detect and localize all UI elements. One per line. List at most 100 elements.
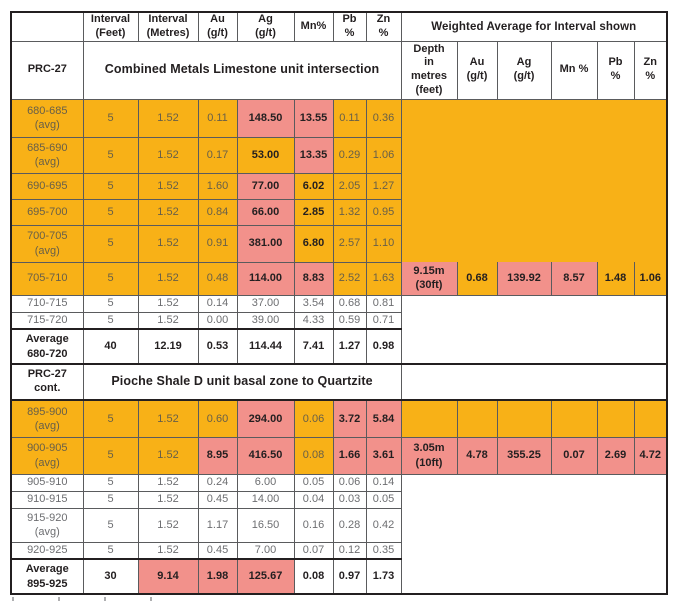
clipped-footnote-fragment [12,597,162,601]
section1-title: Combined Metals Limestone unit intersect… [82,40,402,100]
row-680-685: 680-685 (avg) 5 1.52 0.11 148.50 13.55 0.11 0.3… [10,98,668,262]
wa-header-mn: Mn % [550,40,598,100]
hole-id-prc27-cont: PRC-27 cont. [10,363,84,401]
row-905-910-cell-1: 5 [82,473,139,492]
col-header-interval-feet: Interval (Feet) [82,11,139,42]
row-920-925: 920-925 5 1.52 0.45 7.00 0.07 0.12 0.35 [10,541,667,560]
row-705-710-cell-9: 0.68 [456,262,498,296]
row-average-895-925-cell-0: Average 895-925 [10,558,84,595]
row-700-705: 700-705 (avg) 5 1.52 0.91 381.00 6.80 2.57 1.10 [10,224,667,263]
row-715-720-cell-1: 5 [82,311,139,330]
row-910-915-cell-5: 0.04 [293,490,334,509]
row-710-715-cell-1: 5 [82,294,139,313]
section2-header-row: PRC-27 cont. Pioche Shale D unit basal zo… [10,363,668,401]
row-average-680-720-cell-6: 1.27 [332,328,367,365]
row-710-715-cell-2: 1.52 [137,294,199,313]
row-710-715-cell-7: 0.81 [365,294,402,313]
row-895-900-cell-13 [633,399,668,438]
row-690-695-cell-5: 6.02 [293,172,334,200]
row-920-925-cell-6: 0.12 [332,541,367,560]
row-695-700-cell-4: 66.00 [236,198,295,226]
row-average-895-925-cell-6: 0.97 [332,558,367,595]
row-average-680-720: Average 680-720 40 12.19 0.53 114.44 7.41 1.27… [10,328,667,365]
row-700-705-cell-4: 381.00 [236,224,295,263]
wa-header-ag: Ag (g/t) [496,40,552,100]
row-average-680-720-cell-1: 40 [82,328,139,365]
row-690-695-cell-3: 1.60 [197,172,238,200]
row-900-905-cell-9: 4.78 [456,436,498,475]
row-915-920-cell-3: 1.17 [197,507,238,543]
row-895-900-cell-12 [596,399,635,438]
row-680-685-cell-2: 1.52 [137,98,199,138]
row-900-905-cell-0: 900-905 (avg) [10,436,84,475]
row-average-680-720-cell-7: 0.98 [365,328,402,365]
row-715-720: 715-720 5 1.52 0.00 39.00 4.33 0.59 0.71 [10,311,667,330]
row-average-895-925-cell-3: 1.98 [197,558,238,595]
row-average-680-720-cell-3: 0.53 [197,328,238,365]
row-680-685-cell-3: 0.11 [197,98,238,138]
col-header-pb: Pb % [332,11,367,42]
row-705-710-cell-6: 2.52 [332,261,367,296]
row-710-715-cell-4: 37.00 [236,294,295,313]
row-710-715-cell-5: 3.54 [293,294,334,313]
row-905-910-cell-7: 0.14 [365,473,402,492]
row-690-695-cell-2: 1.52 [137,172,199,200]
row-905-910-cell-4: 6.00 [236,473,295,492]
row-895-900-cell-2: 1.52 [137,399,199,438]
row-average-895-925-cell-5: 0.08 [293,558,334,595]
wa-header-zn: Zn % [633,40,668,100]
wa-header-depth: Depth in metres (feet) [400,40,458,100]
section2-title: Pioche Shale D unit basal zone to Quartz… [82,363,402,401]
row-910-915-cell-6: 0.03 [332,490,367,509]
row-920-925-cell-1: 5 [82,541,139,560]
row-710-715: 710-715 5 1.52 0.14 37.00 3.54 0.68 0.81 [10,294,668,365]
col-header-zn: Zn % [365,11,402,42]
row-895-900-cell-0: 895-900 (avg) [10,399,84,438]
row-915-920: 915-920 (avg) 5 1.52 1.17 16.50 0.16 0.28 0.42 [10,507,667,543]
row-685-690-cell-5: 13.35 [293,136,334,174]
row-895-900-cell-3: 0.60 [197,399,238,438]
row-895-900-cell-7: 5.84 [365,399,402,438]
row-680-685-cell-5: 13.55 [293,98,334,138]
row-920-925-cell-7: 0.35 [365,541,402,560]
row-705-710-cell-5: 8.83 [293,261,334,296]
row-695-700-cell-3: 0.84 [197,198,238,226]
row-895-900-cell-8 [400,399,458,438]
row-705-710-cell-7: 1.63 [365,261,402,296]
row-900-905-cell-11: 0.07 [550,436,598,475]
col-header-mn: Mn% [293,11,334,42]
col-header-ag: Ag (g/t) [236,11,295,42]
hole-id-prc27: PRC-27 [10,40,84,100]
row-910-915-cell-3: 0.45 [197,490,238,509]
row-700-705-cell-6: 2.57 [332,224,367,263]
row-715-720-cell-5: 4.33 [293,311,334,330]
row-710-715-cell-6: 0.68 [332,294,367,313]
row-715-720-cell-7: 0.71 [365,311,402,330]
row-average-680-720-cell-0: Average 680-720 [10,328,84,365]
row-910-915-cell-2: 1.52 [137,490,199,509]
row-705-710-cell-0: 705-710 [10,261,84,296]
row-900-905-cell-2: 1.52 [137,436,199,475]
row-average-895-925-cell-4: 125.67 [236,558,295,595]
row-695-700-cell-5: 2.85 [293,198,334,226]
row-920-925-cell-0: 920-925 [10,541,84,560]
row-average-895-925: Average 895-925 30 9.14 1.98 125.67 0.08 0.97 1… [10,558,667,595]
weighted-empty-area-3 [400,473,668,595]
row-680-685-cell-0: 680-685 (avg) [10,98,84,138]
row-920-925-cell-4: 7.00 [236,541,295,560]
row-690-695-cell-7: 1.27 [365,172,402,200]
row-690-695-cell-6: 2.05 [332,172,367,200]
row-705-710-cell-2: 1.52 [137,261,199,296]
row-895-900-cell-4: 294.00 [236,399,295,438]
row-695-700-cell-0: 695-700 [10,198,84,226]
row-895-900-cell-1: 5 [82,399,139,438]
row-905-910-cell-5: 0.05 [293,473,334,492]
row-915-920-cell-1: 5 [82,507,139,543]
row-705-710-cell-3: 0.48 [197,261,238,296]
row-705-710: 705-710 5 1.52 0.48 114.00 8.83 2.52 1.63 9.15m … [10,261,668,296]
row-905-910-cell-3: 0.24 [197,473,238,492]
row-680-685-cell-1: 5 [82,98,139,138]
row-705-710-cell-13: 1.06 [633,262,668,296]
row-915-920-cell-7: 0.42 [365,507,402,543]
row-average-680-720-cell-2: 12.19 [137,328,199,365]
